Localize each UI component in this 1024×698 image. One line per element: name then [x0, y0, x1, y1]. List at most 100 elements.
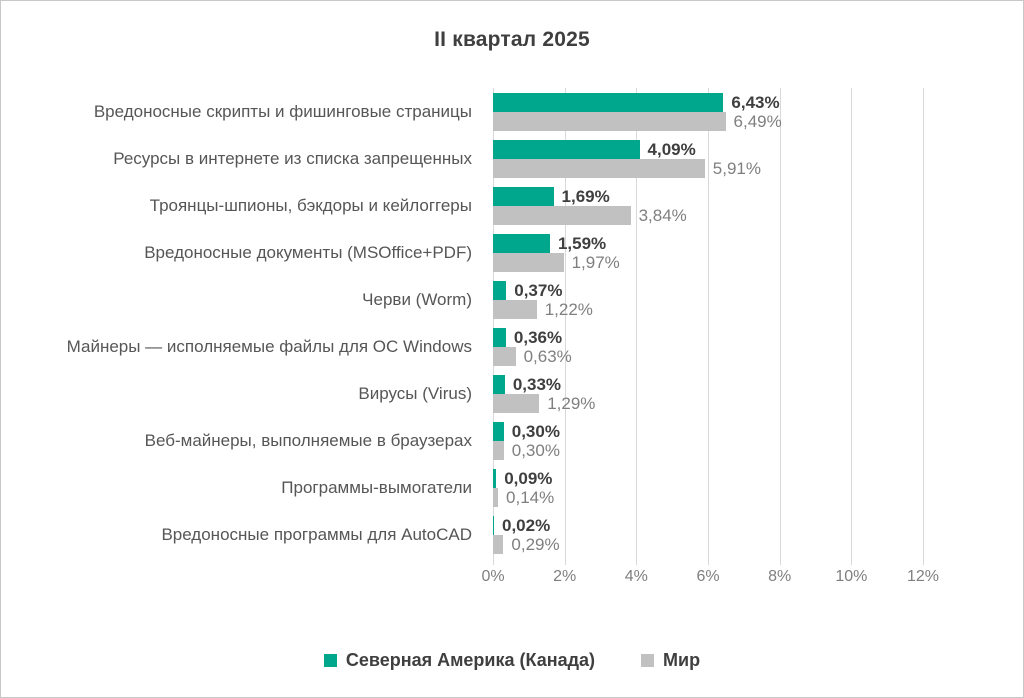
bar-line-canada: 0,33% — [493, 374, 923, 394]
bar-line-canada: 6,43% — [493, 92, 923, 112]
value-label-world: 0,14% — [506, 487, 555, 507]
value-label-world: 3,84% — [638, 205, 687, 225]
category-label: Ресурсы в интернете из списка запрещенны… — [113, 148, 472, 168]
legend-swatch-canada — [323, 654, 337, 667]
legend: Северная Америка (Канада) Мир — [1, 650, 1023, 671]
bar-line-canada: 4,09% — [493, 139, 923, 159]
value-label-world: 0,30% — [511, 440, 560, 460]
bar-group: 0,09% 0,14% — [493, 468, 923, 507]
bar-line-world: 1,22% — [493, 299, 923, 319]
x-tick-label: 0% — [481, 568, 505, 585]
bar-group: 0,36% 0,63% — [493, 327, 923, 366]
bar-world — [493, 205, 631, 225]
chart-row: Веб-майнеры, выполняемые в браузерах 0,30… — [1, 417, 1023, 464]
bar-line-world: 6,49% — [493, 111, 923, 131]
bar-group: 0,30% 0,30% — [493, 421, 923, 460]
x-tick-label: 12% — [906, 568, 940, 585]
legend-swatch-world — [641, 654, 655, 667]
bar-world — [493, 252, 564, 272]
bar-line-world: 1,97% — [493, 252, 923, 272]
bar-line-world: 3,84% — [493, 205, 923, 225]
legend-label-canada: Северная Америка (Канада) — [345, 650, 596, 670]
bar-world — [493, 487, 499, 507]
bar-world — [493, 393, 540, 413]
bar-line-world: 5,91% — [493, 158, 923, 178]
bar-world — [493, 440, 504, 460]
chart-row: Вредоносные документы (MSOffice+PDF) 1,59… — [1, 229, 1023, 276]
category-label: Веб-майнеры, выполняемые в браузерах — [144, 430, 472, 450]
value-label-canada: 6,43% — [731, 92, 780, 112]
x-tick-label: 6% — [696, 568, 720, 585]
chart-row: Вредоносные программы для AutoCAD 0,02% 0,… — [1, 511, 1023, 558]
bar-world — [493, 111, 726, 131]
bar-canada — [493, 233, 550, 253]
value-label-canada: 0,33% — [512, 374, 562, 394]
value-label-canada: 1,59% — [557, 233, 607, 253]
category-label: Вредоносные скрипты и фишинговые страниц… — [93, 101, 472, 121]
bar-group: 1,59% 1,97% — [493, 233, 923, 272]
bar-group: 6,43% 6,49% — [493, 92, 923, 131]
bar-world — [493, 346, 516, 366]
bar-group: 4,09% 5,91% — [493, 139, 923, 178]
x-tick-label: 2% — [553, 568, 577, 585]
bar-line-canada: 0,30% — [493, 421, 923, 441]
bar-canada — [493, 186, 554, 206]
value-label-canada: 0,36% — [513, 327, 563, 347]
bar-canada — [493, 468, 497, 488]
chart-area: Вредоносные скрипты и фишинговые страниц… — [1, 88, 1023, 598]
chart-title: II квартал 2025 — [434, 28, 590, 51]
gridline — [851, 88, 853, 565]
bar-group: 1,69% 3,84% — [493, 186, 923, 225]
chart-row: Вредоносные скрипты и фишинговые страниц… — [1, 88, 1023, 135]
chart-row: Троянцы-шпионы, бэкдоры и кейлоггеры 1,69… — [1, 182, 1023, 229]
bar-canada — [493, 280, 507, 300]
bar-group: 0,02% 0,29% — [493, 515, 923, 554]
category-label: Вредоносные программы для AutoCAD — [161, 524, 472, 544]
chart-row: Майнеры — исполняемые файлы для ОС Windo… — [1, 323, 1023, 370]
gridline-layer — [493, 88, 924, 565]
gridline — [636, 88, 638, 565]
category-label: Вирусы (Virus) — [358, 383, 472, 403]
chart-row: Программы-вымогатели 0,09% 0,14% — [1, 464, 1023, 511]
bar-line-canada: 1,59% — [493, 233, 923, 253]
bar-canada — [493, 92, 724, 112]
bar-line-world: 0,63% — [493, 346, 923, 366]
gridline — [493, 88, 494, 565]
category-label: Программы-вымогатели — [281, 477, 472, 497]
bar-line-canada: 0,37% — [493, 280, 923, 300]
bar-world — [493, 534, 504, 554]
bar-group: 0,33% 1,29% — [493, 374, 923, 413]
x-tick-label: 8% — [768, 568, 792, 585]
bar-group: 0,37% 1,22% — [493, 280, 923, 319]
value-label-canada: 0,09% — [504, 468, 553, 488]
value-label-canada: 0,37% — [514, 280, 563, 300]
gridline — [779, 88, 781, 565]
value-label-world: 1,29% — [547, 393, 596, 413]
bar-line-canada: 0,02% — [493, 515, 923, 535]
value-label-canada: 1,69% — [561, 186, 610, 206]
category-label: Майнеры — исполняемые файлы для ОС Windo… — [66, 336, 472, 356]
bar-line-world: 0,30% — [493, 440, 923, 460]
value-label-world: 5,91% — [712, 158, 761, 178]
category-label: Троянцы-шпионы, бэкдоры и кейлоггеры — [149, 195, 472, 215]
gridline — [564, 88, 566, 565]
bar-canada — [493, 139, 640, 159]
value-label-world: 6,49% — [733, 111, 782, 131]
value-label-world: 1,22% — [544, 299, 593, 319]
chart-row: Ресурсы в интернете из списка запрещенны… — [1, 135, 1023, 182]
category-label: Черви (Worm) — [362, 289, 472, 309]
bar-world — [493, 158, 705, 178]
bar-canada — [493, 515, 494, 535]
value-label-world: 1,97% — [571, 252, 620, 272]
bar-line-canada: 0,09% — [493, 468, 923, 488]
gridline — [708, 88, 709, 565]
legend-item-canada: Северная Америка (Канада) — [323, 650, 596, 671]
value-label-canada: 0,30% — [511, 421, 560, 441]
chart-rows: Вредоносные скрипты и фишинговые страниц… — [1, 88, 1023, 558]
value-label-canada: 0,02% — [502, 515, 551, 535]
bar-canada — [493, 374, 505, 394]
bar-line-canada: 1,69% — [493, 186, 923, 206]
bar-line-canada: 0,36% — [493, 327, 923, 347]
x-tick-label: 4% — [624, 568, 648, 585]
